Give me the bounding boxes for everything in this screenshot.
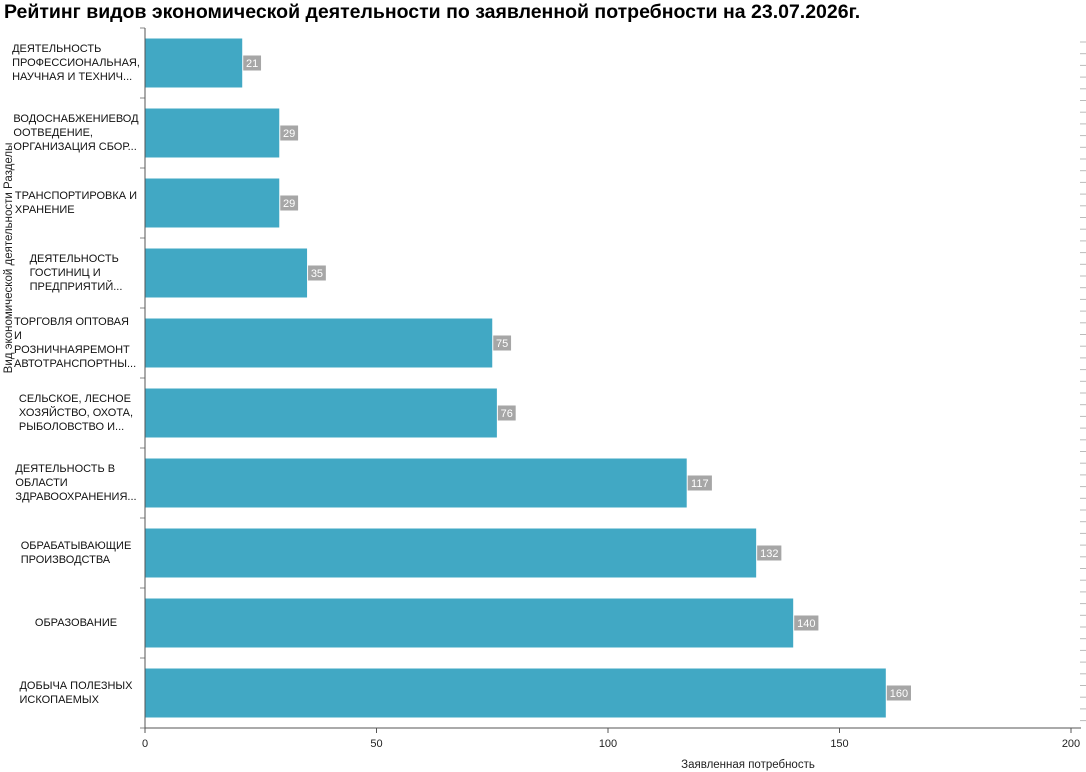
- category-label: ОБРАБАТЫВАЮЩИЕ ПРОИЗВОДСТВА: [14, 523, 138, 583]
- value-label-bg: [308, 265, 326, 281]
- value-label-bg: [493, 335, 512, 351]
- value-label: 76: [501, 408, 513, 420]
- category-label: ДОБЫЧА ПОЛЕЗНЫХ ИСКОПАЕМЫХ: [14, 663, 138, 723]
- bar[interactable]: [145, 598, 794, 648]
- x-tick-label: 100: [599, 738, 617, 750]
- category-label: ДЕЯТЕЛЬНОСТЬ ГОСТИНИЦ И ПРЕДПРИЯТИЙ...: [14, 243, 138, 303]
- category-label-text: ТРАНСПОРТИРОВКА И ХРАНЕНИЕ: [14, 190, 138, 216]
- category-label-text: ОБРАБАТЫВАЮЩИЕ ПРОИЗВОДСТВА: [20, 540, 132, 566]
- bar[interactable]: [145, 318, 493, 368]
- value-label: 29: [283, 198, 295, 210]
- category-label: ОБРАЗОВАНИЕ: [14, 593, 138, 653]
- value-label: 29: [283, 128, 295, 140]
- value-label-bg: [687, 475, 712, 491]
- category-label: СЕЛЬСКОЕ, ЛЕСНОЕ ХОЗЯЙСТВО, ОХОТА, РЫБОЛОВ…: [14, 383, 138, 443]
- bar[interactable]: [145, 388, 497, 438]
- value-label-bg: [794, 615, 819, 631]
- value-label-bg: [757, 545, 782, 561]
- category-label-text: СЕЛЬСКОЕ, ЛЕСНОЕ ХОЗЯЙСТВО, ОХОТА, РЫБОЛОВ…: [18, 393, 134, 433]
- value-label: 35: [311, 268, 323, 280]
- value-label: 140: [797, 618, 815, 630]
- x-axis-title: Заявленная потребность: [681, 759, 815, 771]
- value-label-bg: [886, 685, 911, 701]
- bar[interactable]: [145, 108, 280, 158]
- value-label-bg: [280, 195, 299, 211]
- value-label: 160: [890, 688, 908, 700]
- category-label: ТРАНСПОРТИРОВКА И ХРАНЕНИЕ: [14, 173, 138, 233]
- category-label: ТОРГОВЛЯ ОПТОВАЯ И РОЗНИЧНАЯРЕМОНТ АВТОТРА…: [14, 313, 138, 373]
- x-tick-label: 50: [370, 738, 382, 750]
- bar[interactable]: [145, 248, 308, 298]
- category-label-text: ВОДОСНАБЖЕНИЕВОД ООТВЕДЕНИЕ, ОРГАНИЗАЦИЯ С…: [13, 113, 139, 153]
- category-label-text: ТОРГОВЛЯ ОПТОВАЯ И РОЗНИЧНАЯРЕМОНТ АВТОТРА…: [14, 316, 137, 370]
- category-label: ВОДОСНАБЖЕНИЕВОД ООТВЕДЕНИЕ, ОРГАНИЗАЦИЯ С…: [13, 103, 139, 163]
- category-label-text: ОБРАЗОВАНИЕ: [34, 617, 118, 629]
- category-label: ДЕЯТЕЛЬНОСТЬ ПРОФЕССИОНАЛЬНАЯ, НАУЧНАЯ И Т…: [12, 33, 140, 93]
- chart-title: Рейтинг видов экономической деятельности…: [4, 1, 861, 23]
- bar[interactable]: [145, 528, 757, 578]
- value-label-bg: [280, 125, 299, 141]
- value-label-bg: [243, 55, 262, 71]
- x-tick-label: 0: [142, 738, 148, 750]
- category-label-text: ДЕЯТЕЛЬНОСТЬ ГОСТИНИЦ И ПРЕДПРИЯТИЙ...: [29, 253, 123, 293]
- bar[interactable]: [145, 178, 280, 228]
- bar[interactable]: [145, 38, 243, 88]
- x-tick-label: 200: [1062, 738, 1080, 750]
- value-label: 21: [246, 58, 258, 70]
- value-label: 132: [760, 548, 778, 560]
- bar[interactable]: [145, 668, 886, 718]
- category-label-text: ДОБЫЧА ПОЛЕЗНЫХ ИСКОПАЕМЫХ: [19, 680, 133, 706]
- value-label: 117: [691, 478, 709, 490]
- category-label-text: ДЕЯТЕЛЬНОСТЬ В ОБЛАСТИ ЗДРАВООХРАНЕНИЯ...: [15, 463, 137, 503]
- y-axis-title: Вид экономической деятельности Разделы: [3, 143, 15, 374]
- x-tick-label: 150: [830, 738, 848, 750]
- value-label-bg: [497, 405, 516, 421]
- value-label: 75: [496, 338, 508, 350]
- category-label-text: ДЕЯТЕЛЬНОСТЬ ПРОФЕССИОНАЛЬНАЯ, НАУЧНАЯ И Т…: [12, 43, 140, 83]
- bar[interactable]: [145, 458, 687, 508]
- category-label: ДЕЯТЕЛЬНОСТЬ В ОБЛАСТИ ЗДРАВООХРАНЕНИЯ...: [14, 453, 138, 513]
